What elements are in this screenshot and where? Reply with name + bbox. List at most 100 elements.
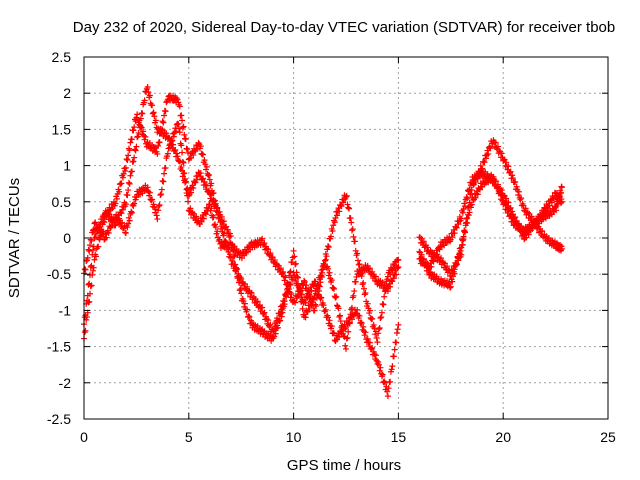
point-marker: [513, 183, 520, 190]
point-marker: [81, 329, 88, 336]
point-marker: [350, 233, 357, 240]
point-marker: [159, 177, 166, 184]
point-marker: [179, 158, 186, 165]
point-marker: [468, 191, 475, 198]
point-marker: [387, 270, 394, 277]
point-marker: [150, 109, 157, 116]
point-marker: [237, 286, 244, 293]
point-marker: [378, 314, 385, 321]
point-marker: [175, 121, 182, 128]
point-marker: [140, 132, 147, 139]
point-marker: [216, 208, 223, 215]
point-marker: [343, 193, 349, 200]
point-marker: [503, 202, 510, 209]
point-marker: [197, 170, 204, 177]
y-tick-label: -1.5: [47, 339, 71, 355]
point-marker: [254, 298, 261, 305]
point-marker: [456, 251, 463, 258]
point-marker: [119, 206, 126, 213]
point-marker: [458, 215, 465, 222]
y-tick-label: 1.5: [52, 121, 72, 137]
point-marker: [384, 393, 391, 400]
point-marker: [364, 300, 371, 307]
point-marker: [286, 286, 293, 293]
point-marker: [81, 266, 88, 273]
point-marker: [174, 96, 181, 103]
point-marker: [455, 255, 462, 262]
point-marker: [190, 151, 197, 158]
point-marker: [342, 342, 349, 349]
point-marker: [146, 92, 153, 99]
point-marker: [161, 170, 168, 177]
point-marker: [151, 113, 158, 120]
point-marker: [370, 321, 377, 328]
point-marker: [314, 292, 321, 299]
point-marker: [287, 294, 294, 301]
y-tick-label: -2.5: [47, 411, 71, 427]
point-marker: [210, 196, 217, 203]
point-marker: [126, 180, 133, 187]
point-marker: [354, 250, 361, 257]
point-marker: [298, 287, 305, 294]
point-marker: [238, 290, 245, 297]
point-marker: [174, 153, 181, 160]
point-marker: [493, 144, 500, 151]
point-marker: [179, 124, 186, 131]
point-marker: [131, 200, 138, 207]
point-marker: [113, 195, 120, 202]
point-marker: [122, 164, 129, 171]
point-marker: [546, 202, 553, 209]
point-marker: [290, 298, 297, 305]
point-marker: [509, 215, 516, 222]
point-marker: [208, 191, 215, 198]
point-marker: [84, 254, 91, 261]
point-marker: [130, 127, 137, 134]
point-marker: [352, 247, 359, 254]
point-marker: [119, 174, 126, 181]
point-marker: [282, 274, 289, 281]
y-tick-label: 0: [63, 230, 71, 246]
point-marker: [220, 218, 227, 225]
point-marker: [172, 146, 179, 153]
point-marker: [352, 278, 359, 285]
point-marker: [328, 277, 335, 284]
point-marker: [178, 142, 185, 149]
point-marker: [463, 194, 470, 201]
y-tick-label: 2.5: [52, 49, 72, 65]
point-marker: [301, 277, 308, 284]
point-marker: [316, 283, 323, 290]
point-marker: [430, 258, 437, 265]
point-marker: [375, 359, 382, 366]
point-marker: [394, 265, 401, 272]
point-marker: [176, 103, 183, 110]
point-marker: [498, 150, 505, 157]
y-tick-label: 1: [63, 158, 71, 174]
point-marker: [137, 122, 144, 129]
point-marker: [322, 257, 329, 264]
point-marker: [132, 147, 139, 154]
point-marker: [303, 282, 310, 289]
point-marker: [369, 315, 376, 322]
point-marker: [201, 178, 208, 185]
point-marker: [127, 139, 134, 146]
x-tick-label: 0: [80, 429, 88, 445]
point-marker: [181, 131, 188, 138]
y-axis-label: SDTVAR / TECUs: [6, 178, 23, 298]
point-marker: [313, 303, 320, 310]
point-marker: [316, 282, 323, 289]
point-marker: [139, 110, 146, 117]
point-marker: [306, 305, 313, 312]
point-marker: [459, 237, 466, 244]
point-marker: [378, 309, 385, 316]
point-marker: [460, 206, 467, 213]
point-marker: [447, 284, 454, 291]
point-marker: [289, 254, 296, 261]
point-marker: [82, 266, 89, 273]
point-marker: [295, 274, 302, 281]
point-marker: [203, 182, 210, 189]
series-track-1: [81, 92, 402, 400]
point-marker: [459, 209, 466, 216]
point-marker: [507, 168, 514, 175]
point-marker: [154, 216, 161, 223]
